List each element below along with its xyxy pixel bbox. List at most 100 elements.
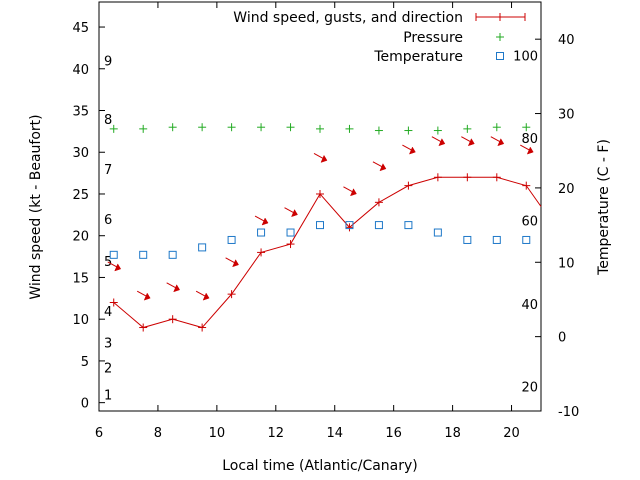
legend-label: Wind speed, gusts, and direction — [233, 10, 463, 26]
legend-label: Pressure — [403, 30, 463, 46]
pressure-point — [109, 124, 118, 133]
wind-speed-point — [168, 315, 177, 324]
temperature-point — [492, 235, 501, 244]
wind-speed-point — [345, 223, 354, 232]
wind-speed-point — [522, 181, 531, 190]
x-tick-label: 18 — [444, 426, 461, 441]
wind-speed-point — [374, 198, 383, 207]
temperature-point — [286, 228, 295, 237]
pressure-point — [139, 124, 148, 133]
pressure-point — [316, 124, 324, 133]
temperature-point — [198, 243, 207, 252]
pressure-point — [198, 123, 207, 132]
pressure-point — [257, 123, 266, 132]
wind-speed-point — [433, 173, 442, 182]
y2-tick-label: 30 — [558, 108, 575, 123]
temperature-point — [433, 228, 442, 237]
pressure-point — [404, 126, 413, 135]
y2-tick-label: -10 — [558, 405, 579, 420]
fahrenheit-label: 100 — [513, 50, 538, 65]
wind-direction-arrows — [107, 136, 534, 301]
wind-speed-point — [198, 323, 207, 332]
y-axis-right: -10 0 10 20 30 40 — [535, 33, 579, 420]
pressure-point — [168, 123, 177, 132]
beaufort-label: 9 — [104, 54, 112, 69]
y2-axis-title: Temperature (C - F) — [596, 139, 612, 276]
temperature-point — [374, 221, 383, 230]
fahrenheit-scale: 20 40 60 80 100 — [513, 50, 538, 396]
pressure-point — [374, 126, 383, 135]
temperature-point — [168, 250, 177, 259]
x-tick-label: 12 — [268, 426, 285, 441]
temperature-point — [139, 250, 148, 259]
legend-marker — [496, 33, 504, 41]
x-tick-label: 20 — [503, 426, 520, 441]
y-tick-label: 10 — [72, 313, 89, 328]
y2-tick-label: 40 — [558, 33, 575, 48]
wind-speed-point — [404, 181, 413, 190]
legend-label: Temperature — [373, 49, 463, 65]
wind-speed-point — [109, 298, 118, 307]
wind-direction-arrow — [431, 136, 446, 147]
wind-speed-point — [463, 173, 472, 182]
wind-direction-arrow — [372, 161, 387, 172]
wind-speed-point — [492, 173, 501, 182]
y2-tick-label: 0 — [558, 331, 566, 346]
temperature-point — [404, 221, 413, 230]
y-tick-label: 35 — [72, 105, 89, 120]
legend-marker — [496, 13, 504, 21]
pressure-point — [286, 123, 295, 132]
fahrenheit-label: 20 — [521, 380, 538, 395]
wind-direction-arrow — [195, 290, 210, 301]
pressure-point — [227, 123, 236, 132]
beaufort-label: 7 — [104, 163, 112, 178]
temperature-point — [463, 235, 472, 244]
wind-speed-point — [139, 323, 148, 332]
temperature-point — [522, 235, 531, 244]
wind-direction-arrow — [520, 144, 534, 155]
temperature-point — [316, 221, 324, 230]
wind-speed-point — [257, 248, 266, 257]
wind-direction-arrow — [461, 136, 475, 147]
x-tick-label: 16 — [385, 426, 402, 441]
plot-frame — [98, 1, 542, 412]
x-tick-label: 6 — [95, 426, 103, 441]
wind-direction-arrow — [284, 207, 298, 218]
temperature-point — [109, 250, 118, 259]
x-tick-label: 10 — [209, 426, 226, 441]
wind-direction-arrow — [136, 290, 151, 301]
y-tick-label: 20 — [72, 230, 89, 245]
temperature-point — [257, 228, 266, 237]
legend-marker — [496, 52, 504, 60]
wind-speed-point — [316, 189, 324, 198]
y-axis-title: Wind speed (kt - Beaufort) — [28, 114, 44, 299]
wind-direction-arrow — [402, 144, 416, 155]
series-layer — [109, 123, 542, 332]
wind-speed-line — [113, 176, 542, 329]
x-tick-label: 8 — [154, 426, 162, 441]
beaufort-label: 6 — [104, 213, 112, 228]
y-tick-label: 15 — [72, 271, 89, 286]
wind-direction-arrow — [490, 136, 505, 147]
y2-tick-label: 20 — [558, 182, 575, 197]
y-tick-label: 30 — [72, 146, 89, 161]
y-tick-label: 25 — [72, 188, 89, 203]
y-axis-left: 0 5 10 15 20 25 30 35 40 45 — [72, 21, 105, 412]
fahrenheit-label: 80 — [521, 132, 538, 147]
wind-direction-arrow — [225, 257, 239, 268]
y2-tick-label: 10 — [558, 256, 575, 271]
y-tick-label: 5 — [81, 355, 89, 370]
wind-direction-arrow — [343, 186, 357, 197]
x-axis-title: Local time (Atlantic/Canary) — [222, 458, 418, 474]
x-axis: 6 8 10 12 14 16 18 20 — [95, 2, 520, 441]
legend: Wind speed, gusts, and direction Pressure… — [233, 10, 526, 65]
wind-direction-arrow — [313, 152, 328, 163]
y-tick-label: 0 — [81, 397, 89, 412]
pressure-point — [522, 123, 531, 132]
temperature-point — [227, 235, 236, 244]
wind-direction-arrow — [166, 282, 181, 293]
wind-direction-arrow — [254, 215, 269, 226]
wind-speed-point — [286, 240, 295, 249]
beaufort-label: 1 — [104, 388, 112, 403]
